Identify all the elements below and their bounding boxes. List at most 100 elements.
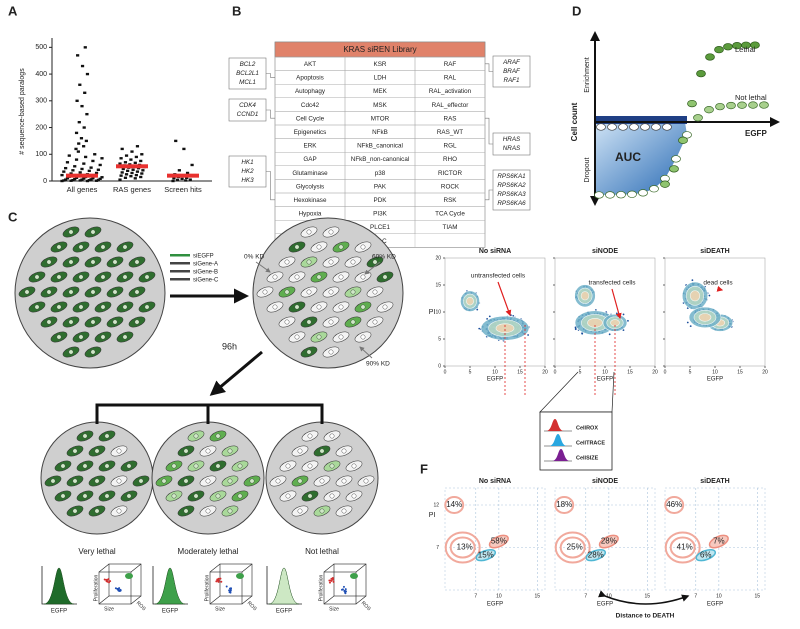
- nucleus: [297, 478, 303, 484]
- data-point: [131, 168, 135, 171]
- data-point: [64, 166, 68, 170]
- y-axis-label: PI: [429, 512, 436, 519]
- cube-edge: [323, 595, 335, 605]
- data-point: [62, 179, 66, 182]
- population-ring: [554, 531, 591, 564]
- data-point: [65, 177, 70, 180]
- event-dot: [527, 334, 530, 336]
- event-dot: [574, 328, 577, 331]
- table-cell-text: Apoptosis: [296, 75, 324, 82]
- cell-dot: [627, 190, 637, 198]
- hist-peak: [268, 567, 300, 605]
- percentage-label: 6%: [700, 550, 712, 559]
- nucleus: [78, 304, 84, 310]
- x-tick-label: 10: [492, 369, 498, 375]
- data-point: [126, 169, 130, 173]
- nucleus: [215, 463, 221, 469]
- gene-group-box: [228, 155, 267, 188]
- cube-edge: [130, 563, 142, 573]
- cell-dot: [649, 185, 659, 193]
- cube-edge: [98, 563, 110, 573]
- nucleus: [82, 463, 88, 469]
- nucleus: [72, 508, 78, 514]
- nucleus: [56, 244, 62, 250]
- cube-label: ROS: [360, 600, 372, 612]
- nucleus: [144, 304, 150, 310]
- percentage-label: 13%: [457, 543, 473, 552]
- y-tick-label: 200: [35, 124, 47, 131]
- table-cell-text: Autophagy: [295, 88, 326, 95]
- data-point: [80, 104, 84, 108]
- y-tick-label: 100: [35, 151, 47, 158]
- data-point: [130, 150, 134, 153]
- data-point: [87, 169, 91, 173]
- annotation: dead cells: [703, 280, 733, 287]
- connector: [485, 189, 493, 201]
- nucleus: [90, 319, 96, 325]
- x-tick-label: 7: [694, 593, 697, 599]
- data-point: [141, 169, 145, 172]
- data-point: [188, 178, 192, 181]
- y-tick-label: 20: [435, 255, 441, 261]
- percentage-label: 18%: [556, 500, 572, 509]
- table-cell-text: RAS_WT: [437, 129, 463, 136]
- data-point: [182, 147, 186, 151]
- event-dot: [708, 294, 711, 297]
- data-point: [85, 72, 90, 76]
- nucleus: [306, 319, 312, 325]
- nucleus: [171, 463, 177, 469]
- nucleus: [272, 304, 278, 310]
- x-axis-label: EGFP: [597, 377, 613, 383]
- nucleus: [56, 334, 62, 340]
- nucleus: [272, 274, 278, 280]
- x-axis-label: EGFP: [487, 602, 503, 608]
- nucleus: [78, 334, 84, 340]
- nucleus: [329, 433, 335, 439]
- cube-dot: [350, 573, 358, 579]
- plot-title: No siRNA: [479, 478, 511, 485]
- data-point: [74, 176, 79, 179]
- y-tick-label: 300: [35, 98, 47, 105]
- event-dot: [691, 279, 694, 282]
- event-dot: [478, 327, 481, 330]
- population-ring: [664, 496, 685, 514]
- gene-name: ARAF: [502, 59, 521, 66]
- nucleus: [134, 319, 140, 325]
- gene-name: BRAF: [503, 68, 521, 75]
- cube-dot: [125, 573, 133, 579]
- cell-dot: [678, 136, 688, 144]
- table-cell-text: Hypoxia: [299, 211, 322, 218]
- cell-dot: [682, 131, 692, 139]
- nucleus: [285, 493, 291, 499]
- nucleus: [341, 448, 347, 454]
- data-point: [82, 162, 86, 165]
- nucleus: [328, 289, 334, 295]
- connector: [266, 109, 275, 119]
- nucleus: [116, 508, 122, 514]
- nucleus: [294, 244, 300, 250]
- table-cell-text: AKT: [304, 61, 316, 68]
- gene-group-box: [228, 57, 267, 90]
- data-point: [89, 166, 93, 169]
- hist-label: EGFP: [162, 609, 178, 615]
- nucleus: [126, 493, 132, 499]
- nucleus: [360, 244, 366, 250]
- population-ring: [449, 536, 476, 559]
- nucleus: [275, 478, 281, 484]
- annotation-arrow: [497, 281, 512, 317]
- nucleus: [341, 478, 347, 484]
- gene-name: HRAS: [503, 136, 521, 143]
- y-tick-label: 10: [435, 309, 441, 315]
- x-tick-label: 0: [444, 369, 447, 375]
- axis-label: EGFP: [745, 129, 767, 138]
- x-tick-label: 7: [584, 593, 587, 599]
- cell-dot: [759, 101, 769, 109]
- x-tick-label: 15: [627, 369, 633, 375]
- cell-dot: [687, 99, 697, 108]
- data-point: [172, 177, 176, 180]
- cube-dot: [344, 591, 347, 594]
- data-point: [89, 178, 93, 181]
- nucleus: [56, 274, 62, 280]
- process-arrow: [209, 350, 263, 396]
- data-point: [135, 170, 140, 173]
